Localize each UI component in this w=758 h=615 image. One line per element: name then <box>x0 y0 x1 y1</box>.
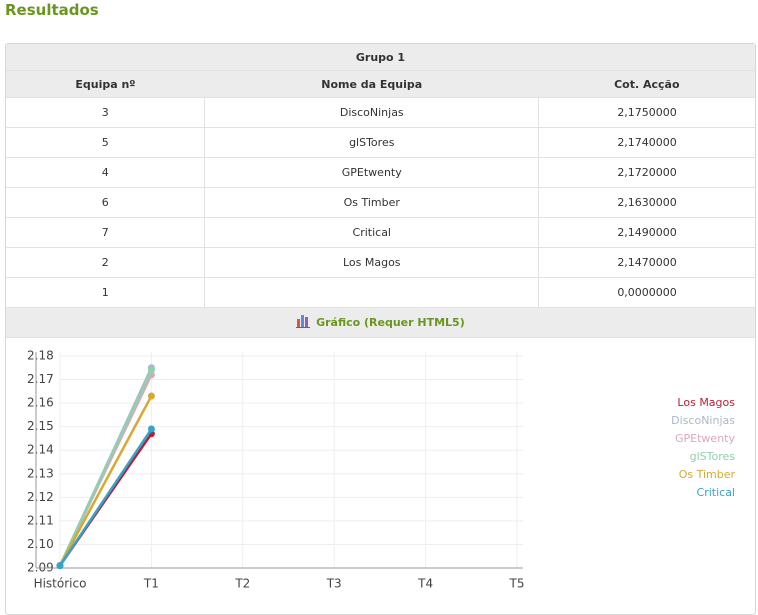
y-tick-label: 2.18 <box>27 349 54 363</box>
data-point <box>147 392 155 400</box>
table-row: 6 Os Timber 2,1630000 <box>6 187 755 218</box>
page-title: Resultados <box>5 1 99 19</box>
chart-title: Gráfico (Requer HTML5) <box>316 316 465 329</box>
group-header: Grupo 1 <box>6 44 755 71</box>
table-cell <box>204 277 539 308</box>
data-point <box>56 562 64 570</box>
y-tick-label: 2.15 <box>27 419 54 433</box>
table-cell: 2,1630000 <box>538 187 755 218</box>
table-cell: 1 <box>6 277 205 308</box>
table-row: 7 Critical 2,1490000 <box>6 217 755 248</box>
table-cell: Los Magos <box>204 247 539 278</box>
table-cell: 2,1490000 <box>538 217 755 248</box>
table-cell: 3 <box>6 97 205 128</box>
data-point <box>147 425 155 433</box>
legend-entry: Los Magos <box>677 396 735 409</box>
legend-entry: DiscoNinjas <box>671 414 735 427</box>
y-tick-label: 2.11 <box>27 513 54 527</box>
legend-entry: GPEtwenty <box>675 432 735 445</box>
table-cell: 2,1470000 <box>538 247 755 278</box>
table-cell: glSTores <box>204 127 539 158</box>
table-row: 4 GPEtwenty 2,1720000 <box>6 157 755 188</box>
y-tick-label: 2.10 <box>27 537 54 551</box>
table-cell: Critical <box>204 217 539 248</box>
table-row: 1 0,0000000 <box>6 277 755 308</box>
table-row: 2 Los Magos 2,1470000 <box>6 247 755 278</box>
table-cell: 2,1750000 <box>538 97 755 128</box>
results-table: Grupo 1 Equipa nº Nome da Equipa Cot. Acçã… <box>6 44 755 308</box>
table-row: 5 glSTores 2,1740000 <box>6 127 755 158</box>
y-tick-label: 2.16 <box>27 396 54 410</box>
column-header: Nome da Equipa <box>204 70 539 98</box>
table-cell: Os Timber <box>204 187 539 218</box>
y-tick-label: 2.17 <box>27 372 54 386</box>
table-cell: 6 <box>6 187 205 218</box>
legend-entry: Os Timber <box>679 468 736 481</box>
column-header: Equipa nº <box>6 70 205 98</box>
chart: 2.092.102.112.122.132.142.152.162.172.18… <box>27 349 736 591</box>
y-tick-label: 2.12 <box>27 490 54 504</box>
chart-header: Gráfico (Requer HTML5) <box>6 308 755 338</box>
table-cell: GPEtwenty <box>204 157 539 188</box>
x-tick-label: T1 <box>143 577 159 591</box>
table-cell: DiscoNinjas <box>204 97 539 128</box>
table-cell: 0,0000000 <box>538 277 755 308</box>
series-line <box>58 395 153 567</box>
results-panel: Grupo 1 Equipa nº Nome da Equipa Cot. Acçã… <box>5 43 756 615</box>
table-cell: 2,1720000 <box>538 157 755 188</box>
series-line <box>58 428 153 567</box>
table-row: 3 DiscoNinjas 2,1750000 <box>6 97 755 128</box>
table-cell: 7 <box>6 217 205 248</box>
table-cell: 4 <box>6 157 205 188</box>
y-tick-label: 2.13 <box>27 466 54 480</box>
table-cell: 2 <box>6 247 205 278</box>
x-tick-label: T3 <box>326 577 342 591</box>
x-tick-label: T2 <box>234 577 250 591</box>
column-header: Cot. Acção <box>538 70 755 98</box>
x-tick-label: Histórico <box>34 577 87 591</box>
x-tick-label: T5 <box>509 577 525 591</box>
data-point <box>147 366 155 374</box>
chart-icon <box>296 315 311 328</box>
x-tick-label: T4 <box>417 577 433 591</box>
table-cell: 5 <box>6 127 205 158</box>
legend-entry: glSTores <box>690 450 736 463</box>
series-line <box>58 369 153 567</box>
y-tick-label: 2.14 <box>27 443 54 457</box>
legend-entry: Critical <box>697 486 735 499</box>
table-cell: 2,1740000 <box>538 127 755 158</box>
